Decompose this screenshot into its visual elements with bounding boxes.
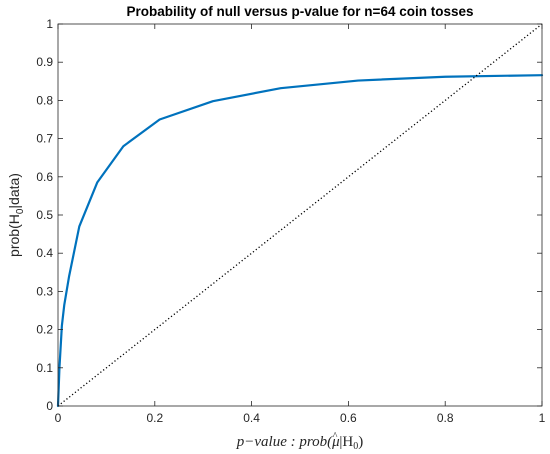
chart-title: Probability of null versus p-value for n…	[127, 4, 474, 19]
y-tick-label: 0	[46, 399, 53, 413]
x-tick-label: 0.6	[340, 411, 357, 425]
x-tick-label: 0.2	[146, 411, 163, 425]
y-axis-label: prob(H0|data)	[6, 173, 26, 257]
y-tick-label: 1	[46, 17, 53, 31]
y-tick-label: 0.6	[36, 170, 53, 184]
y-tick-label: 0.1	[36, 361, 53, 375]
plot-area	[58, 24, 542, 406]
y-tick-label: 0.9	[36, 55, 53, 69]
series-layer	[56, 23, 544, 408]
y-tick-label: 0.5	[36, 208, 53, 222]
y-tick-label: 0.2	[36, 323, 53, 337]
y-tick-label: 0.8	[36, 93, 53, 107]
x-tick-label: 0.8	[437, 411, 454, 425]
x-tick-label: 0.4	[243, 411, 260, 425]
x-axis-label: p−value : prob(μ^ |H0)	[236, 431, 363, 452]
y-tick-label: 0.7	[36, 132, 53, 146]
series-line-probability	[56, 74, 544, 408]
x-tick-label: 0	[55, 411, 62, 425]
tick-layer: 0 0.2 0.4 0.6 0.8 1 0 0.1 0.2 0.3 0.4 0.5 0.6 0.7 0.8 0…	[36, 17, 545, 425]
y-tick-label: 0.4	[36, 246, 53, 260]
x-tick-label: 1	[539, 411, 546, 425]
y-tick-label: 0.3	[36, 284, 53, 298]
